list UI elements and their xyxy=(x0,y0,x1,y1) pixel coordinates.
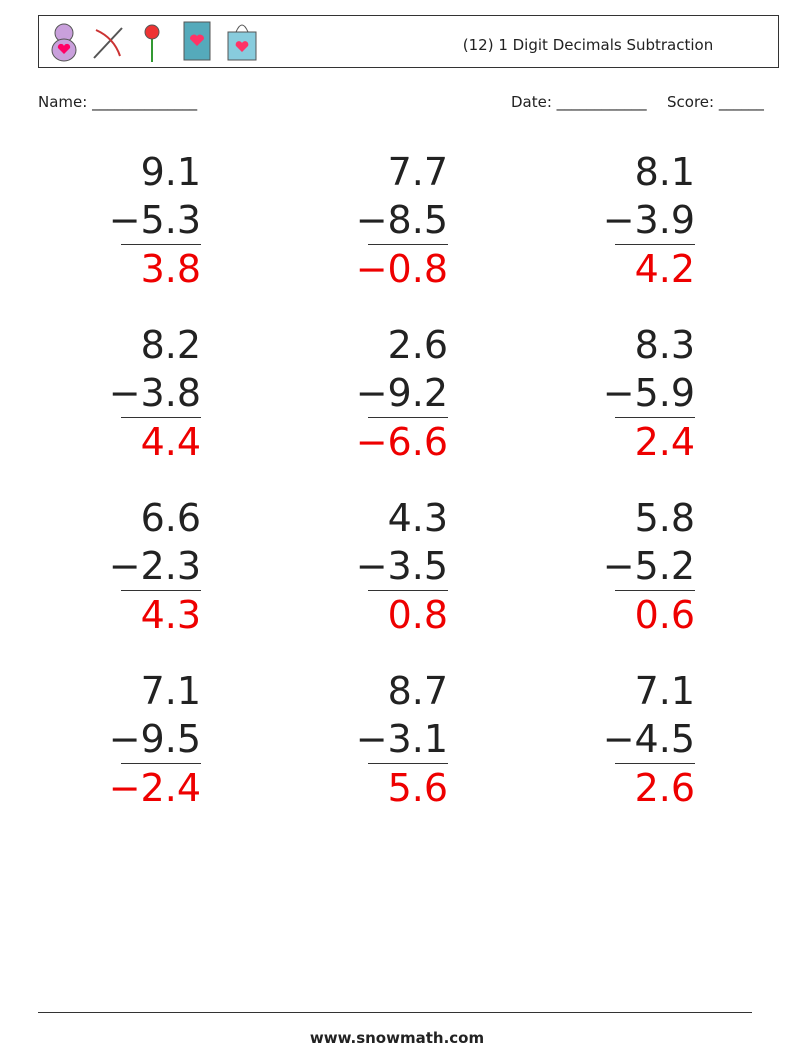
book-icon xyxy=(183,21,211,61)
answer-rule xyxy=(615,244,695,245)
rose-icon xyxy=(144,24,160,62)
answer: 2.4 xyxy=(634,420,695,464)
answer-rule xyxy=(368,417,448,418)
answer: 0.6 xyxy=(634,593,695,637)
answer: −0.8 xyxy=(355,247,448,291)
answer-rule xyxy=(121,417,201,418)
subtrahend: −9.5 xyxy=(108,717,201,761)
footer-link: www.snowmath.com xyxy=(309,1029,485,1047)
bow-icon xyxy=(93,27,123,59)
minuend: 9.1 xyxy=(140,150,201,194)
minuend: 8.1 xyxy=(634,150,695,194)
minuend: 8.3 xyxy=(634,323,695,367)
answer-rule xyxy=(615,763,695,764)
subtrahend: −3.5 xyxy=(355,544,448,588)
subtrahend: −3.1 xyxy=(355,717,448,761)
answer-rule xyxy=(368,763,448,764)
answer: 4.3 xyxy=(140,593,201,637)
worksheet-title: (12) 1 Digit Decimals Subtraction xyxy=(462,36,714,54)
subtrahend: −8.5 xyxy=(355,198,448,242)
answer-rule xyxy=(121,763,201,764)
footer-rule xyxy=(38,1012,752,1013)
minuend: 4.3 xyxy=(387,496,448,540)
subtrahend: −4.5 xyxy=(602,717,695,761)
subtrahend: −5.9 xyxy=(602,371,695,415)
header-icons xyxy=(51,21,257,62)
answer: −6.6 xyxy=(355,420,448,464)
bag-icon xyxy=(227,24,257,61)
subtrahend: −5.2 xyxy=(602,544,695,588)
minuend: 7.7 xyxy=(387,150,448,194)
answer-rule xyxy=(368,590,448,591)
subtrahend: −9.2 xyxy=(355,371,448,415)
minuend: 8.7 xyxy=(387,669,448,713)
subtrahend: −5.3 xyxy=(108,198,201,242)
answer: 4.4 xyxy=(140,420,201,464)
header-box xyxy=(38,15,779,68)
answer: 5.6 xyxy=(387,766,448,810)
answer-rule xyxy=(615,590,695,591)
answer: 2.6 xyxy=(634,766,695,810)
bear-icon xyxy=(51,23,77,62)
minuend: 2.6 xyxy=(387,323,448,367)
subtrahend: −3.8 xyxy=(108,371,201,415)
answer-rule xyxy=(368,244,448,245)
answer: −2.4 xyxy=(108,766,201,810)
subtrahend: −2.3 xyxy=(108,544,201,588)
answer-rule xyxy=(121,244,201,245)
answer: 4.2 xyxy=(634,247,695,291)
minuend: 5.8 xyxy=(634,496,695,540)
answer: 3.8 xyxy=(140,247,201,291)
minuend: 7.1 xyxy=(634,669,695,713)
answer-rule xyxy=(121,590,201,591)
answer-rule xyxy=(615,417,695,418)
minuend: 7.1 xyxy=(140,669,201,713)
name-field: Name: ______________ xyxy=(38,93,198,111)
date-field: Date: ____________ xyxy=(511,93,647,111)
score-field: Score: ______ xyxy=(667,93,764,111)
minuend: 6.6 xyxy=(140,496,201,540)
minuend: 8.2 xyxy=(140,323,201,367)
subtrahend: −3.9 xyxy=(602,198,695,242)
answer: 0.8 xyxy=(387,593,448,637)
